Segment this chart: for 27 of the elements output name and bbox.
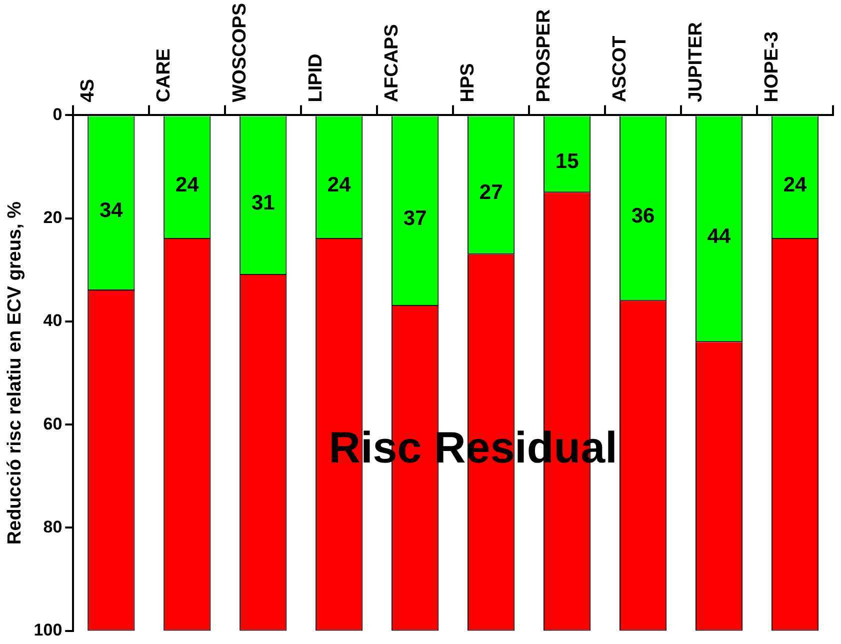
data-label: 15 <box>555 150 580 174</box>
x-tick-label: ASCOT <box>609 35 630 102</box>
x-tick-label: PROSPER <box>533 9 554 102</box>
data-label: 24 <box>783 173 808 196</box>
data-label: 36 <box>631 204 655 228</box>
data-label: 24 <box>327 173 352 196</box>
data-label: 31 <box>251 191 276 214</box>
y-tick-label: 80 <box>43 517 62 536</box>
y-tick-label: 100 <box>34 620 62 640</box>
data-label: 44 <box>707 224 732 248</box>
y-tick-label: 20 <box>43 208 62 228</box>
y-tick-label: 60 <box>43 414 62 434</box>
data-label: 34 <box>99 199 124 222</box>
data-label: 24 <box>175 173 200 196</box>
data-label: 27 <box>479 181 503 204</box>
y-tick-label: 0 <box>52 104 62 124</box>
x-tick-label: JUPITER <box>685 22 706 102</box>
x-tick-label: CARE <box>154 48 175 102</box>
x-tick-label: 4S <box>78 78 99 102</box>
x-tick-label: AFCAPS <box>382 24 403 102</box>
x-tick-label: WOSCOPS <box>230 2 251 102</box>
y-tick-label: 40 <box>43 311 62 330</box>
y-axis-title: Reducció risc relatiu en ECV greus, % <box>4 201 26 545</box>
x-tick-label: LIPID <box>306 54 327 102</box>
x-tick-label: HPS <box>458 63 479 102</box>
data-label: 37 <box>403 206 427 230</box>
x-tick-label: HOPE-3 <box>761 31 782 102</box>
